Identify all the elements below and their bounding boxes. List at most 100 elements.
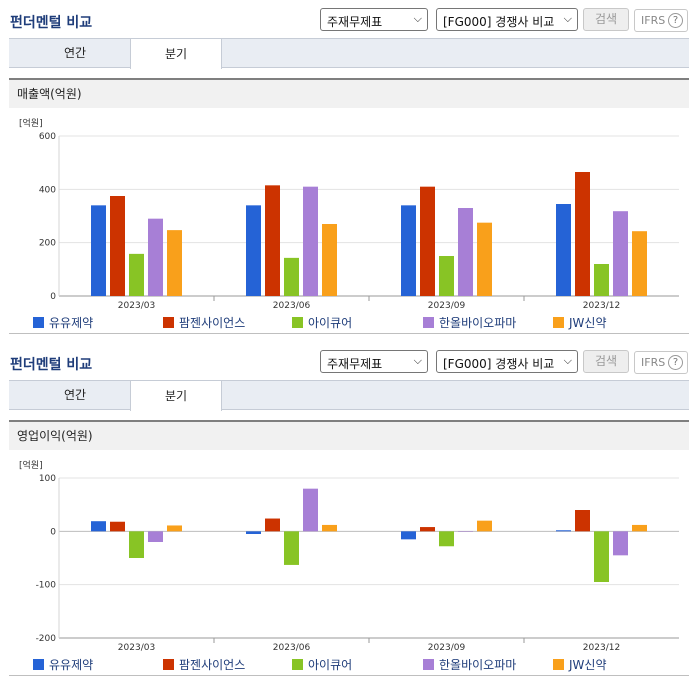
peer-group-select[interactable]: [FG000] 경쟁사 비교 ⌵: [436, 8, 578, 31]
legend-item[interactable]: 한올바이오파마: [423, 656, 516, 673]
y-tick-label: 600: [39, 132, 56, 142]
bar: [167, 525, 182, 532]
legend-label: JW신약: [569, 658, 607, 672]
legend-item[interactable]: 아이큐어: [292, 656, 352, 673]
bar: [322, 524, 337, 532]
chart-legend: 유유제약 팜젠사이언스 아이큐어 한올바이오파마 JW신약: [9, 652, 689, 676]
legend-label: 팜젠사이언스: [179, 658, 246, 672]
help-icon[interactable]: ?: [668, 13, 683, 28]
statement-type-select[interactable]: 주재무제표 ⌵: [320, 350, 428, 373]
legend-swatch: [163, 317, 174, 328]
panel-title: 매출액(억원): [9, 78, 689, 108]
legend-item[interactable]: JW신약: [553, 314, 607, 331]
legend-label: 아이큐어: [308, 316, 353, 330]
bar: [613, 211, 628, 296]
statement-type-select[interactable]: 주재무제표 ⌵: [320, 8, 428, 31]
bar: [129, 531, 144, 558]
legend-item[interactable]: 팜젠사이언스: [163, 656, 245, 673]
legend-item[interactable]: JW신약: [553, 656, 607, 673]
ifrs-button[interactable]: IFRS ?: [634, 351, 688, 374]
bar: [594, 264, 609, 296]
legend-label: 유유제약: [49, 316, 94, 330]
tab-quarterly[interactable]: 분기: [130, 380, 222, 411]
help-icon[interactable]: ?: [668, 355, 683, 370]
bar: [265, 185, 280, 296]
bar: [265, 518, 280, 532]
bar: [575, 510, 590, 532]
unit-label: [억원]: [19, 117, 43, 129]
bar: [477, 520, 492, 532]
bar: [594, 531, 609, 582]
x-tick-label: 2023/03: [118, 301, 155, 310]
bar: [439, 531, 454, 547]
tab-annual[interactable]: 연간: [63, 46, 87, 60]
chevron-down-icon: ⌵: [413, 354, 422, 367]
legend-swatch: [163, 659, 174, 670]
y-tick-label: -100: [36, 581, 57, 591]
bar: [632, 231, 647, 296]
fundamental-section-operating-profit: 펀더멘털 비교 주재무제표 ⌵ [FG000] 경쟁사 비교 ⌵ 검색 IFRS…: [0, 342, 696, 684]
x-tick-label: 2023/03: [118, 643, 155, 652]
legend-swatch: [33, 659, 44, 670]
bar: [91, 205, 106, 296]
bar: [284, 257, 299, 296]
x-tick-label: 2023/12: [583, 301, 620, 310]
revenue-chart: [억원] 0 200 400 600 2023/03 2023/06 2023/09 2023/…: [19, 117, 679, 310]
bar: [556, 204, 571, 296]
legend-swatch: [553, 659, 564, 670]
bar: [401, 205, 416, 296]
bar: [439, 256, 454, 296]
ifrs-button[interactable]: IFRS ?: [634, 9, 688, 32]
chevron-down-icon: ⌵: [563, 12, 572, 25]
legend-label: 팜젠사이언스: [179, 316, 246, 330]
bar: [322, 224, 337, 296]
bar: [110, 196, 125, 296]
legend-item[interactable]: 유유제약: [33, 314, 93, 331]
bar: [613, 531, 628, 556]
bar: [110, 521, 125, 532]
bar: [420, 527, 435, 532]
chevron-down-icon: ⌵: [563, 354, 572, 367]
panel-title: 영업이익(억원): [9, 420, 689, 450]
period-tabs: 연간 분기: [9, 38, 689, 69]
legend-label: JW신약: [569, 316, 607, 330]
search-button[interactable]: 검색: [583, 8, 629, 31]
operating-profit-chart: [억원] -200 -100 0 100 2023/03 2023/06 2023/09 202…: [19, 459, 679, 652]
section-title: 펀더멘털 비교: [10, 357, 93, 373]
legend-label: 한올바이오파마: [439, 316, 517, 330]
legend-item[interactable]: 아이큐어: [292, 314, 352, 331]
bar: [148, 531, 163, 542]
tab-quarterly[interactable]: 분기: [130, 38, 222, 69]
bar: [246, 205, 261, 296]
y-tick-label: 0: [50, 527, 56, 537]
x-tick-label: 2023/09: [428, 301, 466, 310]
search-button[interactable]: 검색: [583, 350, 629, 373]
bar: [632, 524, 647, 532]
y-tick-label: 100: [39, 474, 56, 484]
bar: [458, 208, 473, 296]
legend-item[interactable]: 유유제약: [33, 656, 93, 673]
period-tabs: 연간 분기: [9, 380, 689, 411]
chevron-down-icon: ⌵: [413, 12, 422, 25]
bar: [401, 531, 416, 540]
legend-item[interactable]: 팜젠사이언스: [163, 314, 245, 331]
x-tick-label: 2023/09: [428, 643, 466, 652]
bar: [303, 488, 318, 532]
peer-group-select[interactable]: [FG000] 경쟁사 비교 ⌵: [436, 350, 578, 373]
legend-swatch: [423, 659, 434, 670]
section-title: 펀더멘털 비교: [10, 15, 93, 31]
legend-item[interactable]: 한올바이오파마: [423, 314, 516, 331]
statement-type-value: 주재무제표: [327, 357, 383, 371]
statement-type-value: 주재무제표: [327, 15, 383, 29]
peer-group-value: [FG000] 경쟁사 비교: [443, 357, 555, 371]
tab-annual[interactable]: 연간: [63, 388, 87, 402]
unit-label: [억원]: [19, 459, 43, 471]
legend-label: 아이큐어: [308, 658, 353, 672]
bar: [129, 253, 144, 296]
legend-swatch: [33, 317, 44, 328]
bar: [148, 218, 163, 296]
legend-label: 유유제약: [49, 658, 94, 672]
y-tick-label: -200: [36, 634, 57, 644]
bar: [458, 531, 473, 532]
ifrs-label: IFRS: [641, 14, 666, 27]
